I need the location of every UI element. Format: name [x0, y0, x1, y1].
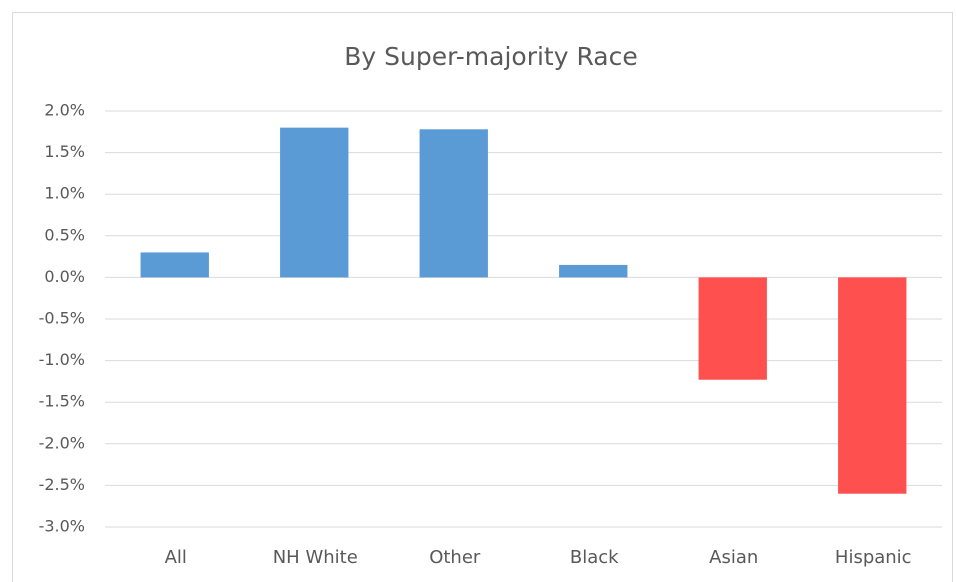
y-tick-label: -1.5% — [39, 392, 85, 411]
bar — [838, 277, 907, 494]
x-tick-label: Black — [570, 547, 619, 568]
y-tick-label: 1.0% — [44, 184, 85, 203]
bar — [698, 277, 767, 380]
y-tick-label: 2.0% — [44, 101, 85, 120]
y-tick-label: -2.5% — [39, 475, 85, 494]
bar — [419, 129, 488, 278]
y-tick-label: -0.5% — [39, 309, 85, 328]
y-tick-label: -3.0% — [39, 517, 85, 536]
chart-title: By Super-majority Race — [344, 42, 638, 71]
x-tick-label: All — [165, 547, 187, 568]
y-tick-label: -1.0% — [39, 350, 85, 369]
y-tick-label: -2.0% — [39, 433, 85, 452]
y-tick-label: 1.5% — [44, 142, 85, 161]
x-tick-label: NH White — [273, 547, 358, 568]
bar — [140, 252, 209, 278]
y-tick-label: 0.0% — [44, 267, 85, 286]
y-tick-label: 0.5% — [44, 225, 85, 244]
bar — [559, 264, 628, 278]
x-tick-label: Hispanic — [835, 547, 912, 568]
bar — [280, 127, 349, 278]
x-tick-label: Asian — [709, 547, 758, 568]
chart-border — [12, 12, 953, 582]
x-tick-label: Other — [429, 547, 481, 568]
